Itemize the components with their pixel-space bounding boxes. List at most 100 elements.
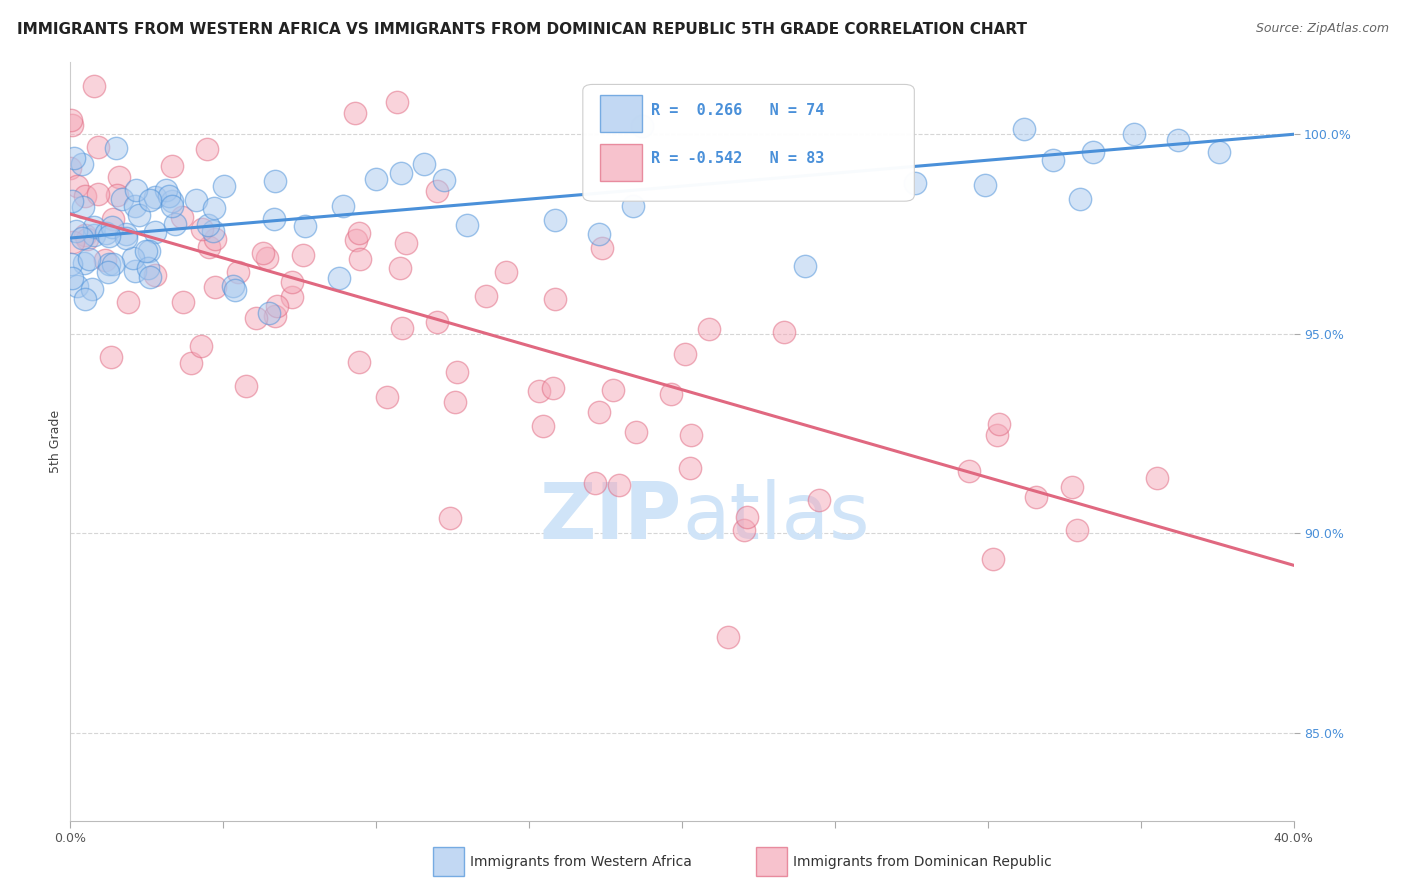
Point	[583, 475, 606, 490]
Point	[1069, 192, 1091, 206]
Point	[395, 236, 418, 251]
Point	[172, 210, 194, 224]
Point	[257, 306, 280, 320]
Point	[733, 524, 755, 538]
Point	[245, 311, 267, 326]
Point	[180, 356, 202, 370]
Point	[94, 252, 117, 267]
Point	[105, 187, 128, 202]
Point	[87, 140, 110, 154]
Point	[114, 231, 136, 245]
Point	[75, 227, 97, 242]
Point	[155, 183, 177, 197]
Point	[808, 492, 831, 507]
Point	[97, 265, 120, 279]
Point	[128, 208, 150, 222]
Point	[212, 178, 235, 193]
Point	[375, 390, 398, 404]
Point	[531, 418, 554, 433]
Point	[143, 190, 166, 204]
Point	[527, 384, 550, 398]
Point	[426, 185, 449, 199]
Point	[172, 295, 194, 310]
Point	[72, 200, 94, 214]
FancyBboxPatch shape	[600, 145, 641, 181]
Point	[347, 355, 370, 369]
Point	[433, 172, 456, 186]
Point	[678, 460, 700, 475]
Point	[224, 283, 246, 297]
Point	[974, 178, 997, 192]
Point	[60, 194, 83, 209]
Point	[117, 294, 139, 309]
Point	[108, 170, 131, 185]
FancyBboxPatch shape	[583, 85, 914, 202]
Point	[163, 218, 186, 232]
Point	[103, 212, 125, 227]
Point	[1167, 133, 1189, 147]
Point	[59, 161, 82, 175]
Point	[281, 290, 304, 304]
Point	[100, 351, 122, 365]
Point	[328, 270, 350, 285]
Point	[541, 381, 564, 395]
Point	[83, 228, 105, 243]
Point	[389, 166, 412, 180]
Text: ZIP: ZIP	[540, 479, 682, 556]
Point	[1025, 490, 1047, 504]
Text: Source: ZipAtlas.com: Source: ZipAtlas.com	[1256, 22, 1389, 36]
Point	[70, 157, 93, 171]
Text: Immigrants from Western Africa: Immigrants from Western Africa	[470, 855, 692, 869]
Point	[122, 251, 145, 265]
Point	[124, 183, 146, 197]
Point	[264, 309, 287, 323]
Point	[191, 221, 214, 235]
Point	[443, 394, 465, 409]
Point	[607, 478, 630, 492]
Point	[226, 265, 249, 279]
Point	[981, 552, 1004, 566]
Point	[143, 225, 166, 239]
Point	[100, 219, 122, 234]
Point	[139, 193, 162, 207]
Point	[60, 112, 83, 127]
Point	[1146, 471, 1168, 485]
Point	[204, 280, 226, 294]
Point	[391, 321, 413, 335]
Point	[66, 279, 89, 293]
Point	[1123, 127, 1146, 141]
Point	[602, 383, 624, 397]
Point	[83, 79, 105, 94]
Point	[124, 263, 146, 277]
Point	[190, 339, 212, 353]
Point	[114, 227, 136, 241]
Point	[263, 211, 285, 226]
Point	[697, 322, 720, 336]
Point	[60, 270, 83, 285]
Point	[62, 151, 84, 165]
Point	[347, 227, 370, 241]
Point	[101, 257, 124, 271]
Point	[349, 252, 371, 266]
Point	[388, 261, 411, 276]
Point	[162, 160, 184, 174]
Point	[110, 192, 132, 206]
Point	[256, 252, 278, 266]
Point	[195, 142, 218, 156]
Point	[252, 245, 274, 260]
Text: atlas: atlas	[682, 479, 869, 556]
Point	[1060, 480, 1083, 494]
Point	[544, 292, 567, 306]
Point	[1081, 145, 1104, 159]
Point	[366, 172, 388, 186]
Point	[87, 187, 110, 202]
Point	[160, 194, 183, 208]
Point	[77, 252, 100, 266]
Point	[588, 227, 610, 241]
Point	[202, 224, 225, 238]
Point	[221, 279, 243, 293]
Point	[198, 240, 221, 254]
Point	[143, 268, 166, 282]
Point	[65, 224, 87, 238]
Point	[75, 189, 97, 203]
